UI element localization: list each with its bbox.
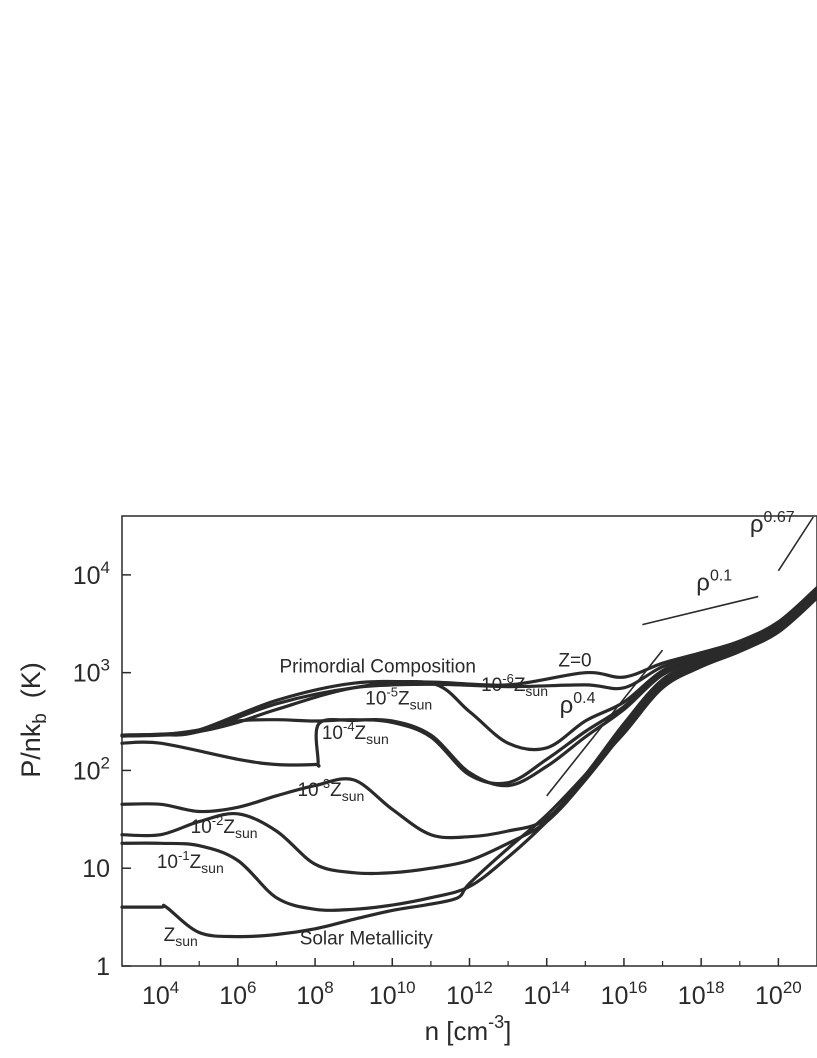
annotation-primordial-composition: Primordial Composition	[280, 657, 476, 678]
x-axis-label-sup: -3	[488, 1012, 504, 1032]
y-tick-label-4: 103	[73, 656, 110, 688]
series-line-5	[120, 590, 817, 788]
x-tick-label-5: 1012	[446, 978, 493, 1010]
annotation-z-zero: Z=0	[558, 651, 591, 672]
y-tick-label-5: 104	[73, 558, 110, 590]
annotation-z-1e-5: 10-5Zsun	[365, 685, 432, 713]
y-tick-label-3: 102	[73, 753, 110, 785]
annotation-z-sun: Zsun	[164, 925, 198, 949]
x-tick-label-6: 1014	[523, 978, 570, 1010]
series-line-9	[120, 596, 817, 939]
x-tick-label-4: 1010	[369, 978, 416, 1010]
annotation-z-1e-1: 10-1Zsun	[157, 848, 224, 876]
x-axis-ticks: 104 106 108 1010 1012 1014 1016 1018 1020	[142, 958, 802, 1010]
x-axis-label-base: n [cm	[425, 1016, 489, 1046]
x-tick-label-7: 1016	[601, 978, 648, 1010]
annotation-layer: Primordial Composition Z=0 10-6Zsun 10-5Zsu…	[157, 651, 592, 950]
annotation-z-1e-2: 10-2Zsun	[191, 813, 258, 841]
x-tick-label-8: 1018	[678, 978, 725, 1010]
annotation-z-1e-4: 10-4Zsun	[322, 719, 389, 747]
y-axis-ticks: 1 10 102 103 104	[73, 558, 131, 981]
x-tick-label-1: 104	[142, 978, 179, 1010]
annotation-z-1e-6: 10-6Zsun	[481, 671, 548, 699]
reference-slope-label-1: ρ0.1	[696, 568, 732, 597]
y-axis-label: P/nkb (K)	[16, 662, 51, 778]
annotation-solar-metallicity: Solar Metallicity	[300, 929, 434, 950]
annotation-z-1e-3: 10-3Zsun	[297, 776, 364, 804]
series-layer	[120, 586, 817, 939]
y-tick-label-2: 10	[82, 855, 110, 883]
y-tick-label-1: 1	[96, 953, 110, 981]
series-line-8	[120, 595, 817, 912]
reference-slope-label-3: ρ0.67	[750, 509, 795, 538]
reference-slope-label-2: ρ0.4	[560, 690, 596, 719]
x-tick-label-3: 108	[296, 978, 333, 1010]
x-tick-label-9: 1020	[755, 978, 802, 1010]
y-axis-label-base: P/nk	[16, 723, 46, 778]
x-axis-label-tail: ]	[504, 1016, 511, 1046]
series-line-6	[120, 592, 817, 840]
x-tick-label-2: 106	[219, 978, 256, 1010]
series-line-4	[120, 589, 817, 786]
reference-slope-line-3	[777, 516, 814, 572]
reference-slope-line-2	[546, 649, 664, 797]
reference-slope-layer: ρ0.1 ρ0.4 ρ0.67	[546, 509, 814, 797]
reference-slope-line-1	[642, 595, 759, 626]
y-axis-label-sub: b	[30, 713, 51, 724]
x-axis-label: n [cm-3]	[425, 1012, 512, 1046]
y-axis-label-tail: (K)	[16, 662, 46, 713]
